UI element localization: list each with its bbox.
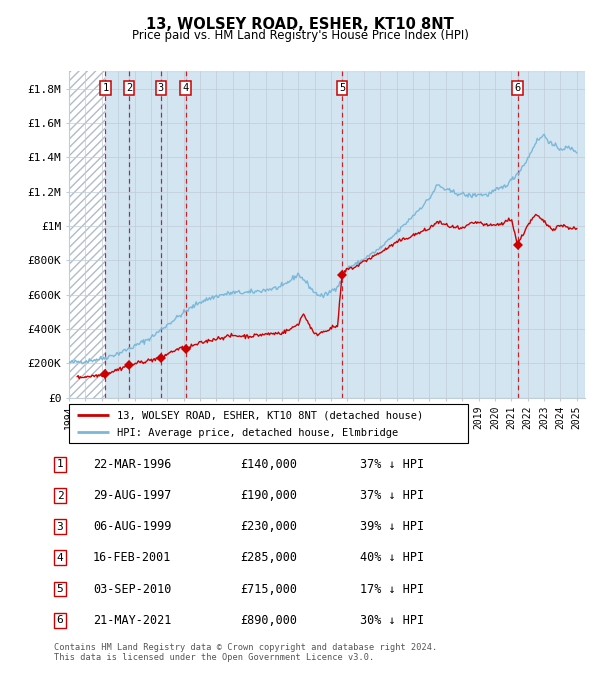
Text: 17% ↓ HPI: 17% ↓ HPI bbox=[360, 583, 424, 596]
Bar bbox=[69, 71, 106, 398]
Bar bbox=[161, 71, 185, 398]
Text: 13, WOLSEY ROAD, ESHER, KT10 8NT (detached house): 13, WOLSEY ROAD, ESHER, KT10 8NT (detach… bbox=[117, 411, 423, 421]
Text: 1: 1 bbox=[102, 83, 109, 93]
Text: 6: 6 bbox=[56, 615, 64, 625]
Text: 3: 3 bbox=[56, 522, 64, 532]
Text: 3: 3 bbox=[158, 83, 164, 93]
Bar bbox=[106, 71, 129, 398]
Text: £190,000: £190,000 bbox=[240, 489, 297, 502]
Text: 30% ↓ HPI: 30% ↓ HPI bbox=[360, 614, 424, 627]
Text: 22-MAR-1996: 22-MAR-1996 bbox=[93, 458, 172, 471]
Text: 13, WOLSEY ROAD, ESHER, KT10 8NT: 13, WOLSEY ROAD, ESHER, KT10 8NT bbox=[146, 17, 454, 32]
Text: 2: 2 bbox=[126, 83, 132, 93]
Text: HPI: Average price, detached house, Elmbridge: HPI: Average price, detached house, Elmb… bbox=[117, 428, 398, 438]
Text: 6: 6 bbox=[514, 83, 521, 93]
Text: 06-AUG-1999: 06-AUG-1999 bbox=[93, 520, 172, 533]
Text: 5: 5 bbox=[339, 83, 345, 93]
Text: 1: 1 bbox=[56, 460, 64, 469]
Text: Price paid vs. HM Land Registry's House Price Index (HPI): Price paid vs. HM Land Registry's House … bbox=[131, 29, 469, 42]
Bar bbox=[518, 71, 585, 398]
Text: £140,000: £140,000 bbox=[240, 458, 297, 471]
Text: £715,000: £715,000 bbox=[240, 583, 297, 596]
Text: £230,000: £230,000 bbox=[240, 520, 297, 533]
Bar bbox=[129, 71, 161, 398]
Bar bbox=[185, 71, 342, 398]
Text: 39% ↓ HPI: 39% ↓ HPI bbox=[360, 520, 424, 533]
Text: 5: 5 bbox=[56, 584, 64, 594]
Text: £890,000: £890,000 bbox=[240, 614, 297, 627]
Text: 4: 4 bbox=[56, 553, 64, 563]
Text: £285,000: £285,000 bbox=[240, 551, 297, 564]
Text: 16-FEB-2001: 16-FEB-2001 bbox=[93, 551, 172, 564]
Text: 40% ↓ HPI: 40% ↓ HPI bbox=[360, 551, 424, 564]
Text: 4: 4 bbox=[182, 83, 189, 93]
Text: 37% ↓ HPI: 37% ↓ HPI bbox=[360, 489, 424, 502]
Text: 21-MAY-2021: 21-MAY-2021 bbox=[93, 614, 172, 627]
Text: 2: 2 bbox=[56, 490, 64, 500]
Text: Contains HM Land Registry data © Crown copyright and database right 2024.
This d: Contains HM Land Registry data © Crown c… bbox=[54, 643, 437, 662]
Text: 03-SEP-2010: 03-SEP-2010 bbox=[93, 583, 172, 596]
Text: 37% ↓ HPI: 37% ↓ HPI bbox=[360, 458, 424, 471]
Bar bbox=[342, 71, 518, 398]
Text: 29-AUG-1997: 29-AUG-1997 bbox=[93, 489, 172, 502]
